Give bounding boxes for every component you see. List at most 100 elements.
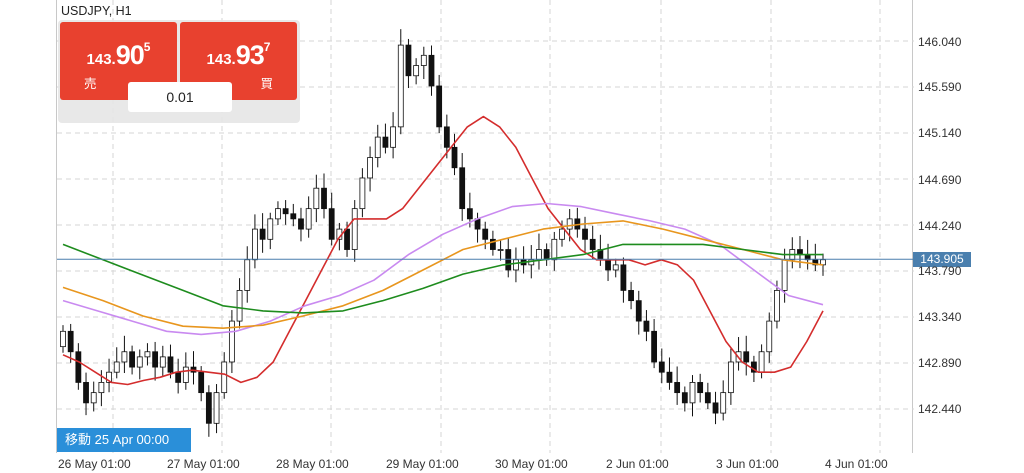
lot-size-input[interactable]: 0.01: [128, 82, 232, 112]
bearish-candle: [129, 351, 135, 368]
moving-average-line-3: [62, 220, 824, 330]
bearish-candle: [459, 167, 466, 210]
bullish-candle: [305, 208, 312, 230]
bearish-candle: [635, 300, 642, 322]
bearish-candle: [658, 361, 665, 373]
x-tick-label: 26 May 01:00: [58, 457, 131, 471]
bearish-candle: [75, 351, 82, 383]
y-tick-label: 145.140: [918, 126, 962, 140]
x-tick-label: 27 May 01:00: [167, 457, 240, 471]
bearish-candle: [704, 392, 711, 404]
buy-label: 買: [260, 77, 273, 91]
bearish-candle: [382, 136, 389, 148]
y-tick-label: 145.590: [918, 80, 962, 94]
bearish-candle: [812, 259, 819, 266]
bullish-candle: [612, 264, 619, 271]
bearish-candle: [543, 249, 550, 261]
bullish-candle: [159, 356, 166, 368]
bullish-candle: [244, 259, 251, 291]
bearish-candle: [198, 371, 205, 394]
bearish-candle: [582, 228, 588, 240]
bullish-candle: [182, 366, 189, 383]
bullish-candle: [390, 126, 397, 148]
one-click-trading-panel: 143.905 売 143.937 買 0.01: [58, 20, 300, 123]
bullish-candle: [413, 65, 420, 77]
y-tick-label: 142.440: [918, 402, 962, 416]
bullish-candle: [275, 208, 281, 220]
x-tick-label: 2 Jun 01:00: [606, 457, 669, 471]
sell-price: 143.905: [86, 40, 151, 70]
bullish-candle: [720, 392, 727, 414]
bearish-candle: [428, 54, 435, 87]
bearish-candle: [666, 371, 673, 383]
bearish-candle: [205, 392, 212, 424]
bearish-candle: [651, 330, 658, 363]
bullish-candle: [121, 351, 128, 363]
bullish-candle: [313, 187, 320, 210]
y-tick-label: 144.690: [918, 173, 962, 187]
bullish-candle: [374, 136, 381, 158]
bullish-candle: [420, 54, 427, 66]
y-tick-label: 142.890: [918, 356, 962, 370]
current-price-tag: 143.905: [913, 252, 971, 267]
bearish-candle: [674, 382, 681, 394]
bearish-candle: [451, 146, 458, 169]
bearish-candle: [743, 351, 750, 363]
x-tick-label: 4 Jun 01:00: [825, 457, 888, 471]
bullish-candle: [267, 218, 274, 240]
moving-average-line-2: [62, 202, 824, 336]
bearish-candle: [681, 392, 688, 404]
bullish-candle: [144, 351, 151, 358]
bullish-candle: [252, 228, 258, 261]
bearish-candle: [298, 218, 304, 230]
x-tick-label: 29 May 01:00: [386, 457, 459, 471]
bearish-candle: [175, 371, 182, 383]
bearish-candle: [290, 213, 297, 220]
x-tick-label: 3 Jun 01:00: [716, 457, 779, 471]
bearish-candle: [436, 85, 443, 128]
bearish-candle: [167, 356, 174, 373]
bullish-candle: [689, 382, 696, 404]
bearish-candle: [489, 238, 496, 250]
bearish-candle: [628, 290, 634, 302]
bearish-candle: [605, 259, 611, 271]
bearish-candle: [67, 330, 74, 353]
bullish-candle: [90, 392, 97, 404]
price-chart[interactable]: [57, 0, 914, 453]
y-tick-label: 144.240: [918, 219, 962, 233]
bullish-candle: [559, 228, 565, 240]
bearish-candle: [712, 402, 719, 414]
navigation-date-badge[interactable]: 移動 25 Apr 00:00: [57, 428, 191, 452]
bullish-candle: [98, 382, 105, 394]
bullish-candle: [359, 177, 366, 210]
bearish-candle: [620, 264, 627, 291]
bullish-candle: [351, 208, 358, 250]
bullish-candle: [536, 249, 542, 261]
symbol-label: USDJPY, H1: [61, 4, 132, 18]
bullish-candle: [758, 351, 765, 373]
bearish-candle: [328, 208, 335, 240]
bullish-candle: [221, 361, 228, 394]
bullish-candle: [367, 157, 373, 179]
bearish-candle: [697, 382, 704, 394]
bullish-candle: [774, 290, 780, 322]
bearish-candle: [589, 238, 596, 250]
chart-area[interactable]: [56, 0, 914, 453]
bearish-candle: [152, 351, 159, 368]
bullish-candle: [551, 238, 558, 261]
bullish-candle: [513, 259, 519, 271]
bearish-candle: [466, 208, 473, 220]
moving-average-line-1: [62, 115, 824, 386]
bearish-candle: [643, 320, 650, 332]
bullish-candle: [236, 290, 243, 322]
bearish-candle: [282, 208, 289, 215]
moving-average-line-4: [62, 243, 823, 314]
bullish-candle: [397, 44, 404, 128]
sell-label: 売: [84, 77, 97, 91]
x-tick-label: 30 May 01:00: [495, 457, 568, 471]
bearish-candle: [482, 228, 489, 240]
bullish-candle: [781, 259, 788, 291]
bullish-candle: [727, 361, 734, 394]
y-tick-label: 143.340: [918, 310, 962, 324]
bearish-candle: [505, 249, 512, 271]
